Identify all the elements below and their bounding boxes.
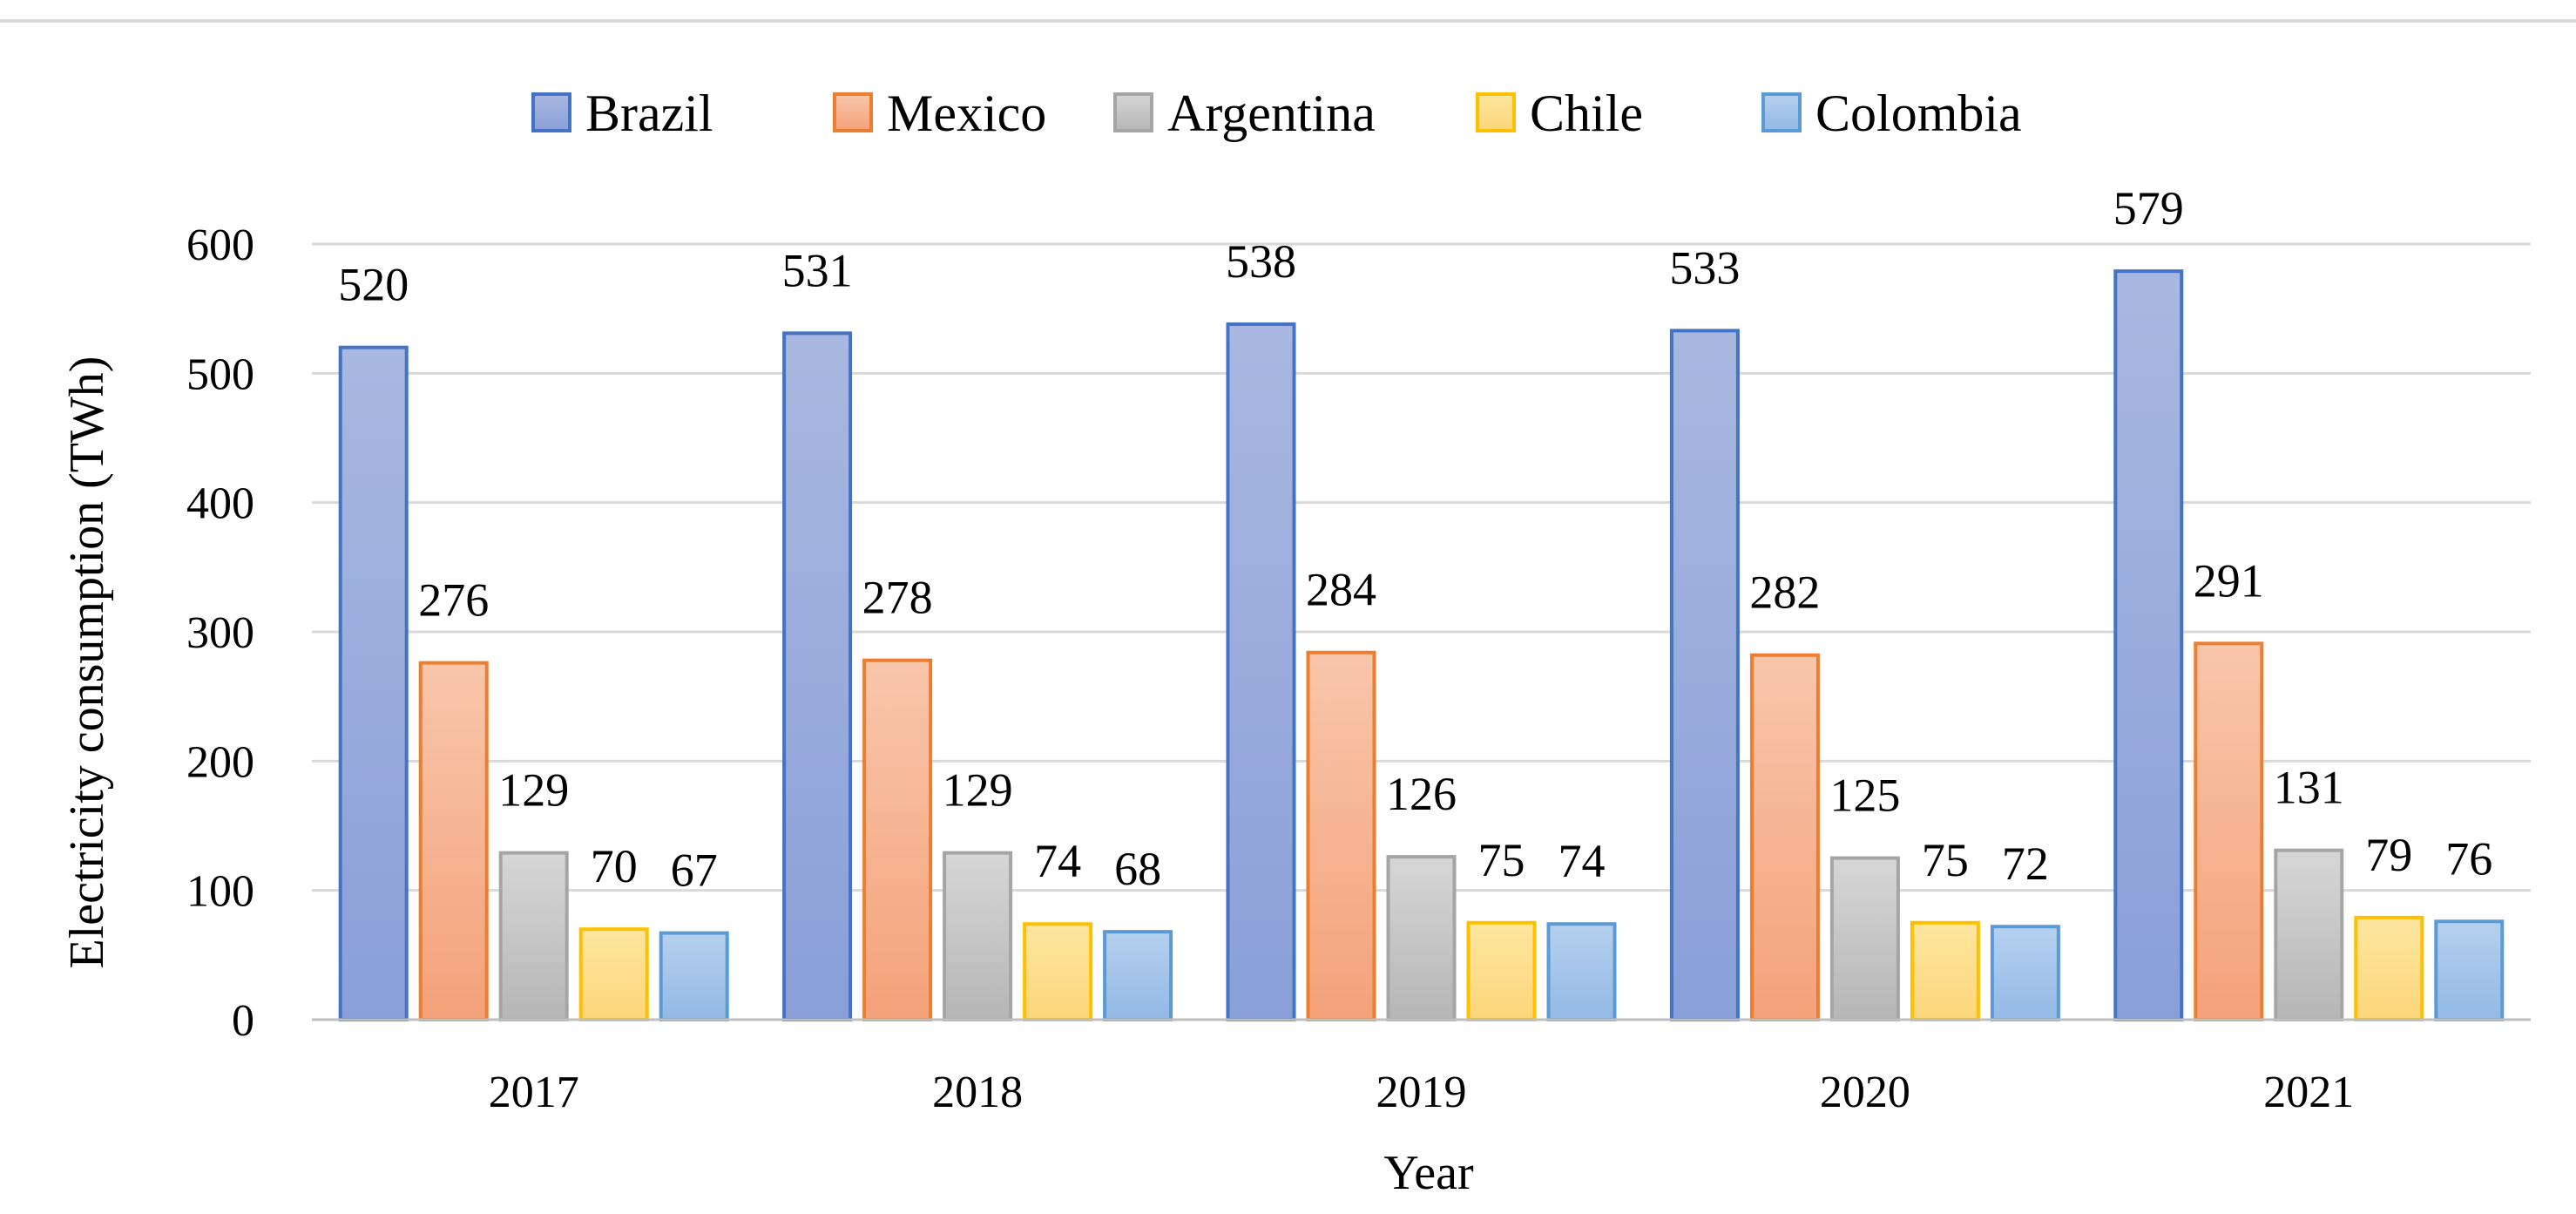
- bar-colombia-2019: [1546, 922, 1617, 1021]
- legend-swatch-mexico: [833, 92, 873, 132]
- data-label-chile-2018: 74: [1034, 835, 1081, 887]
- legend-label-colombia: Colombia: [1815, 85, 2022, 142]
- legend-label-chile: Chile: [1530, 85, 1643, 142]
- x-tick-label: 2020: [1820, 1068, 1910, 1117]
- y-tick-label: 600: [186, 220, 254, 270]
- data-label-argentina-2018: 129: [943, 764, 1013, 817]
- data-label-argentina-2021: 131: [2274, 762, 2344, 814]
- data-label-mexico-2017: 276: [418, 574, 489, 627]
- x-tick-label: 2017: [489, 1068, 579, 1117]
- data-label-mexico-2021: 291: [2194, 554, 2264, 607]
- data-label-brazil-2019: 538: [1226, 235, 1296, 288]
- y-axis-title: Electricity consumption (TWh): [60, 356, 114, 969]
- data-label-chile-2017: 70: [591, 840, 638, 892]
- legend-swatch-colombia: [1761, 92, 1802, 132]
- data-labels: 520 276 129 70 67 531 278 129 74 68 538 284 126 75 74 5…: [338, 182, 2492, 896]
- y-tick-label: 500: [186, 349, 254, 399]
- bar-chile-2020: [1910, 920, 1980, 1021]
- legend-item-mexico: Mexico: [833, 85, 1046, 142]
- bar-chile-2017: [578, 927, 649, 1021]
- data-label-colombia-2019: 74: [1558, 835, 1606, 887]
- x-tick-label: 2018: [932, 1068, 1023, 1117]
- legend-label-mexico: Mexico: [887, 85, 1046, 142]
- legend-item-chile: Chile: [1476, 85, 1643, 142]
- legend: Brazil Mexico Argentina Chile Colombia: [531, 85, 2022, 142]
- y-tick-label: 0: [232, 996, 254, 1046]
- legend-item-argentina: Argentina: [1113, 85, 1376, 142]
- bar-brazil-2019: [1226, 322, 1296, 1021]
- data-label-argentina-2019: 126: [1386, 768, 1457, 820]
- legend-swatch-argentina: [1113, 92, 1153, 132]
- bar-mexico-2017: [418, 661, 489, 1021]
- bar-chile-2018: [1023, 922, 1093, 1021]
- bar-argentina-2020: [1829, 856, 1900, 1021]
- bar-argentina-2021: [2274, 848, 2344, 1022]
- bar-argentina-2019: [1386, 855, 1457, 1021]
- y-tick-label: 400: [186, 479, 254, 529]
- bar-chile-2021: [2354, 915, 2424, 1021]
- bar-brazil-2020: [1669, 329, 1740, 1021]
- legend-swatch-brazil: [531, 92, 571, 132]
- gridlines: [312, 242, 2531, 892]
- data-label-colombia-2018: 68: [1114, 843, 1161, 895]
- bar-colombia-2020: [1990, 925, 2060, 1021]
- data-label-brazil-2018: 531: [782, 244, 853, 296]
- x-tick-label: 2021: [2263, 1068, 2354, 1117]
- data-label-chile-2020: 75: [1922, 834, 1969, 886]
- bar-mexico-2019: [1306, 650, 1376, 1021]
- bar-chile-2019: [1466, 920, 1537, 1021]
- legend-item-brazil: Brazil: [531, 85, 713, 142]
- data-label-chile-2019: 75: [1478, 834, 1525, 886]
- y-tick-label: 100: [186, 867, 254, 917]
- data-label-mexico-2020: 282: [1749, 566, 1820, 619]
- bar-argentina-2018: [943, 851, 1013, 1022]
- x-axis-title: Year: [1383, 1146, 1474, 1200]
- bar-mexico-2021: [2194, 641, 2264, 1021]
- bar-colombia-2017: [659, 931, 729, 1022]
- legend-swatch-chile: [1476, 92, 1516, 132]
- data-label-mexico-2019: 284: [1306, 564, 1376, 616]
- y-tick-label: 300: [186, 608, 254, 658]
- data-label-colombia-2017: 67: [671, 844, 718, 897]
- data-label-brazil-2020: 533: [1669, 241, 1740, 294]
- legend-label-brazil: Brazil: [585, 85, 713, 142]
- axes: 0 100 200 300 400 500 600 2017 2018 2019 2020 2021: [186, 220, 2531, 1117]
- bar-mexico-2018: [862, 658, 933, 1022]
- data-label-brazil-2021: 579: [2113, 182, 2184, 234]
- data-label-chile-2021: 79: [2365, 829, 2412, 881]
- y-tick-label: 200: [186, 737, 254, 787]
- data-label-colombia-2021: 76: [2445, 832, 2492, 885]
- bar-mexico-2020: [1749, 653, 1820, 1021]
- bar-colombia-2018: [1103, 930, 1173, 1021]
- legend-item-colombia: Colombia: [1761, 85, 2022, 142]
- bar-argentina-2017: [498, 851, 569, 1022]
- data-label-mexico-2018: 278: [862, 572, 933, 624]
- bar-brazil-2021: [2113, 269, 2184, 1021]
- data-label-argentina-2017: 129: [498, 764, 569, 817]
- bar-colombia-2021: [2434, 919, 2505, 1022]
- data-label-argentina-2020: 125: [1829, 770, 1900, 822]
- bar-brazil-2018: [782, 331, 853, 1022]
- bar-brazil-2017: [338, 345, 409, 1021]
- bars: [338, 269, 2505, 1022]
- data-label-colombia-2020: 72: [2002, 838, 2049, 890]
- legend-label-argentina: Argentina: [1167, 85, 1376, 142]
- data-label-brazil-2017: 520: [338, 259, 409, 311]
- x-tick-label: 2019: [1376, 1068, 1467, 1117]
